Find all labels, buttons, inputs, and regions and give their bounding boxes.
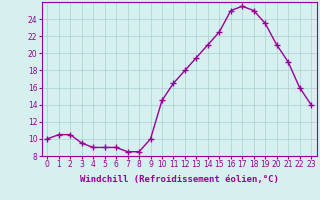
X-axis label: Windchill (Refroidissement éolien,°C): Windchill (Refroidissement éolien,°C)	[80, 175, 279, 184]
